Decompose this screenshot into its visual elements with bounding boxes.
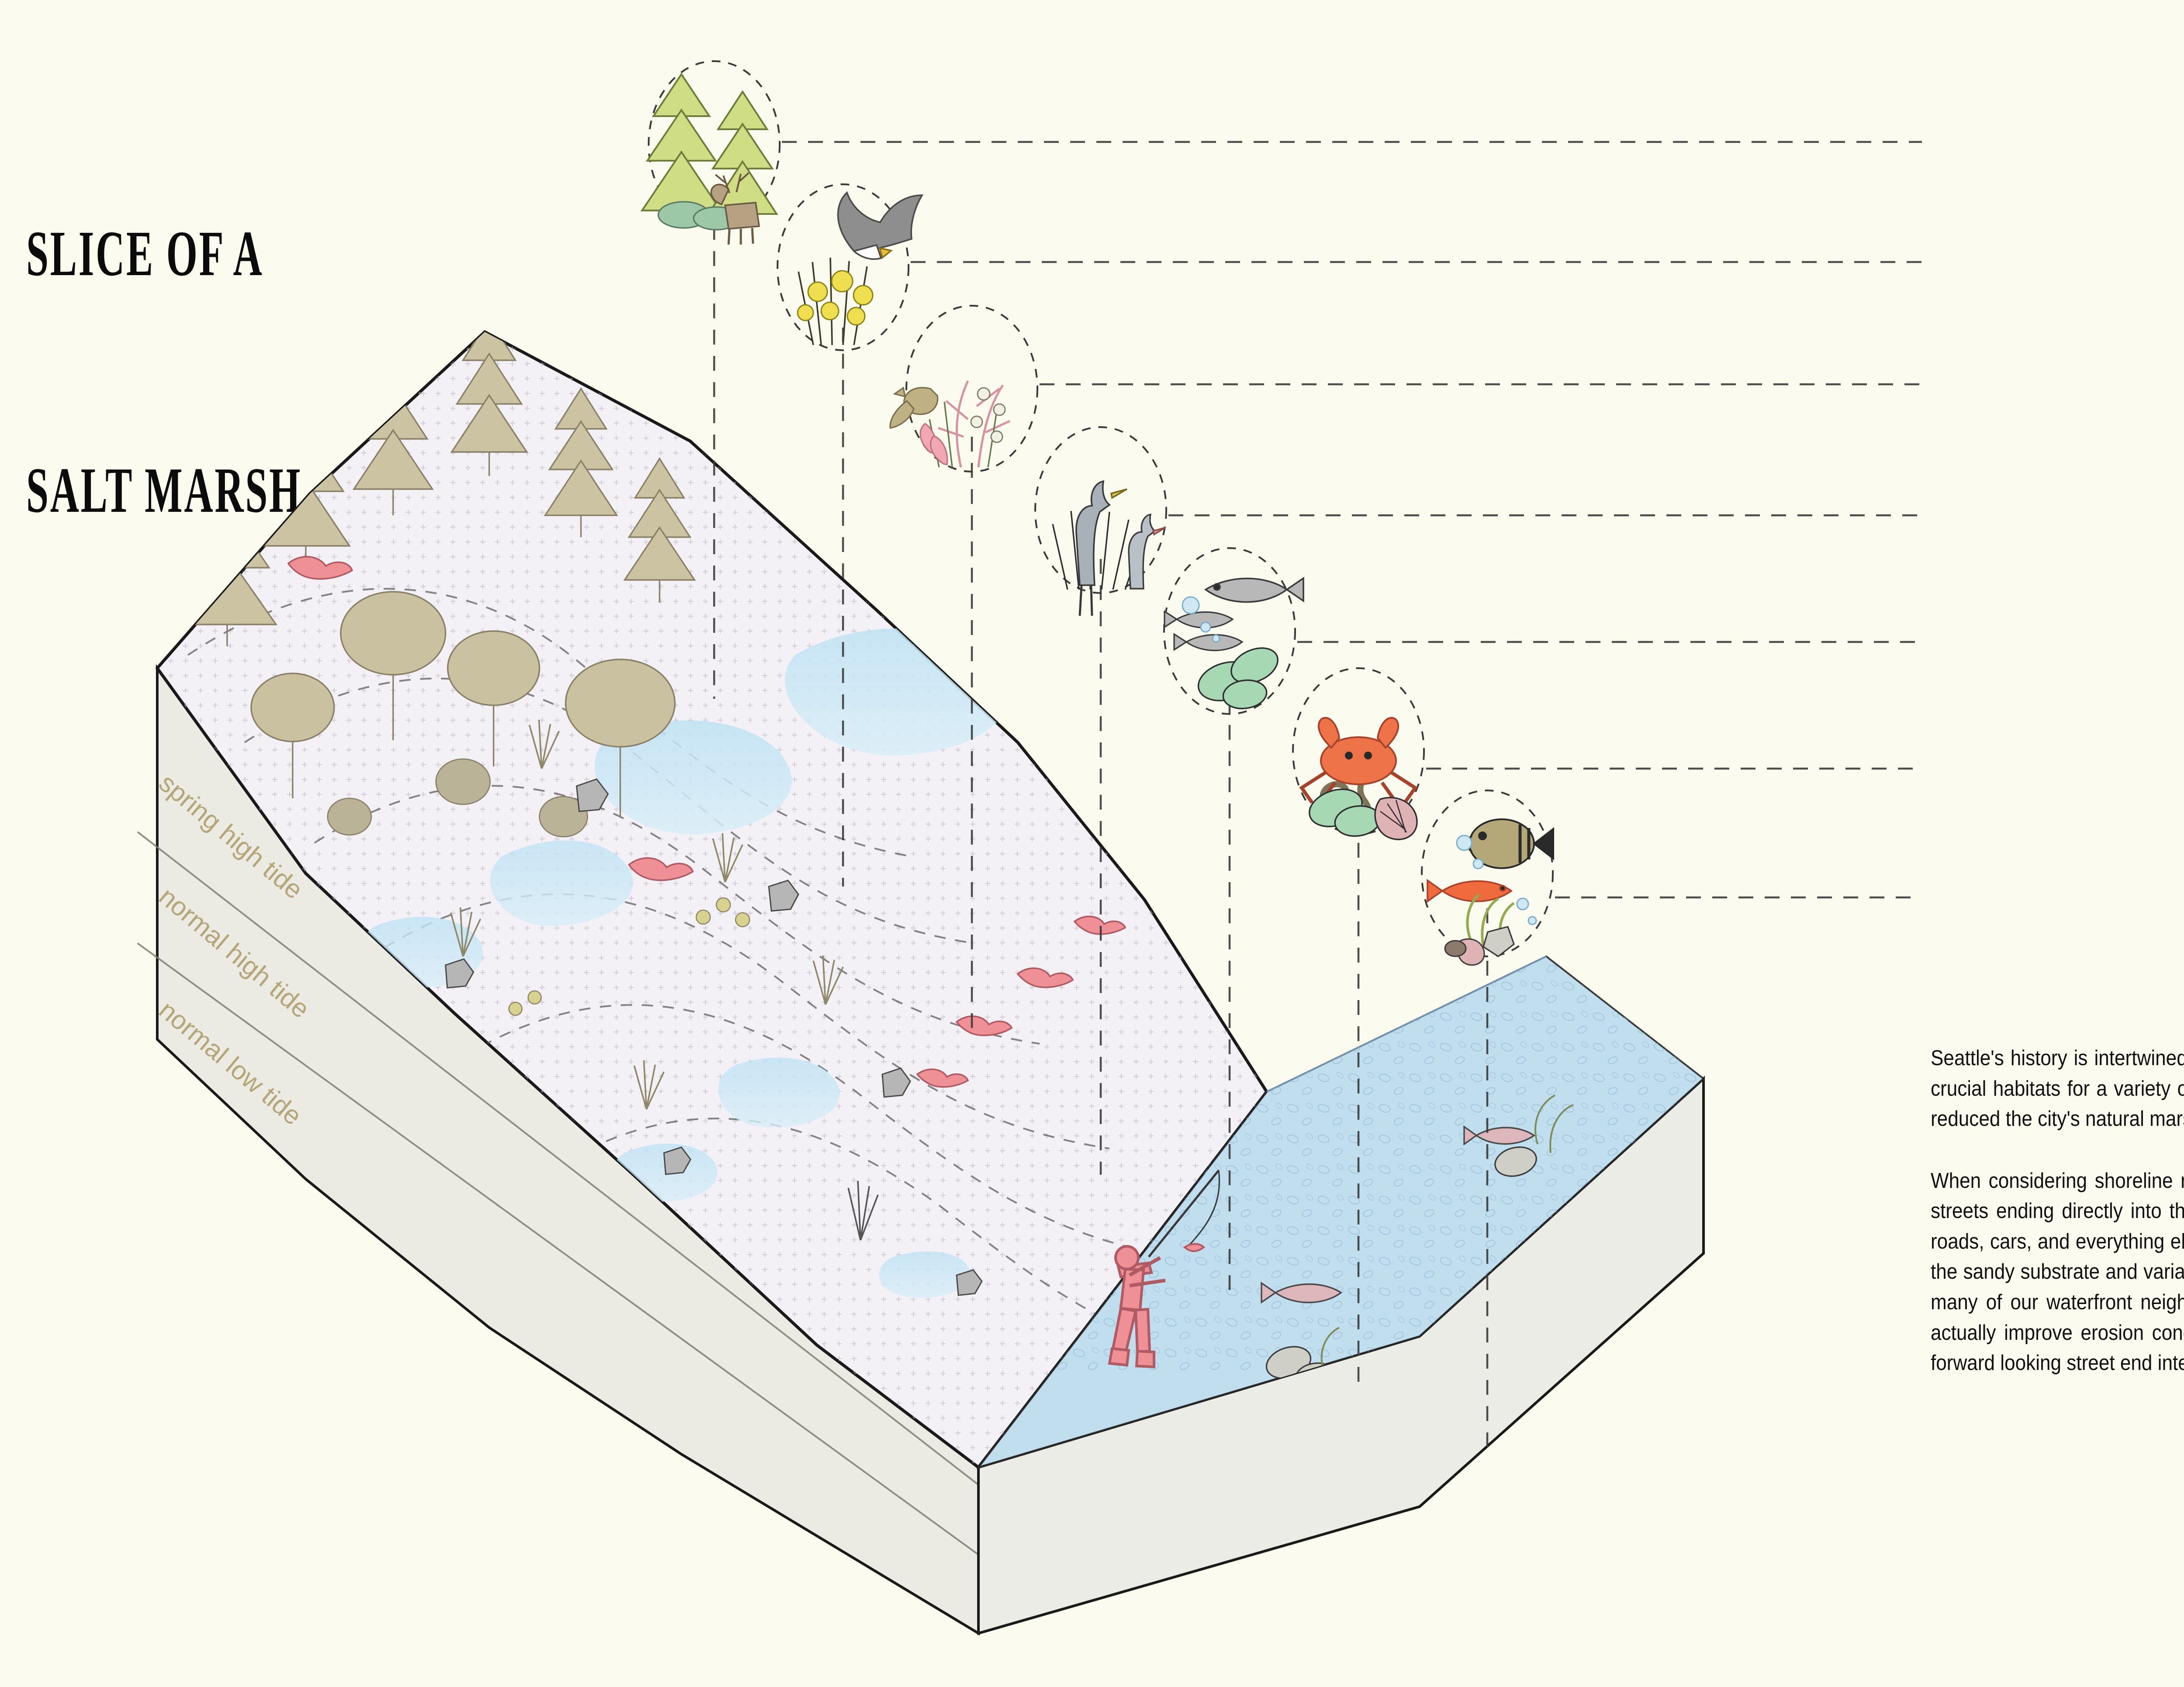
starry-flounder-icon xyxy=(1466,818,1554,869)
upper-border-callout xyxy=(777,183,924,351)
paragraph-2: When considering shoreline restoration t… xyxy=(1931,1169,2184,1375)
title-line-1: SLICE OF A xyxy=(26,218,264,290)
shorebirds xyxy=(287,555,1127,1088)
crab-icon xyxy=(1299,717,1418,808)
salt-panne-callout xyxy=(1163,547,1304,715)
page-title: SLICE OF A SALT MARSH xyxy=(26,57,302,687)
paragraph-1: Seattle's history is intertwined with sa… xyxy=(1931,1046,2184,1131)
salt-marsh-cross-section-illustration: spring high tide normal high tide normal… xyxy=(137,60,1922,1636)
great-blue-heron-icon xyxy=(1075,480,1127,616)
pacific-herring-icon xyxy=(1204,576,1304,603)
leader-lines xyxy=(713,141,1922,1450)
egret-icon xyxy=(1128,513,1166,590)
low-marsh-callout xyxy=(1034,426,1167,616)
marsh-wren-icon xyxy=(889,386,939,429)
chinook-salmon-icon xyxy=(1427,879,1513,903)
high-marsh-callout xyxy=(889,305,1038,473)
fisherman xyxy=(1108,1170,1220,1369)
bald-eagle-icon xyxy=(837,191,924,260)
tidal-mudflat-callout xyxy=(1292,667,1425,840)
upland-callout xyxy=(640,60,781,245)
title-line-2: SALT MARSH xyxy=(26,454,302,526)
body-text-block: Seattle's history is intertwined with sa… xyxy=(1931,1022,2184,1400)
sub-tidal-callout xyxy=(1421,790,1554,966)
